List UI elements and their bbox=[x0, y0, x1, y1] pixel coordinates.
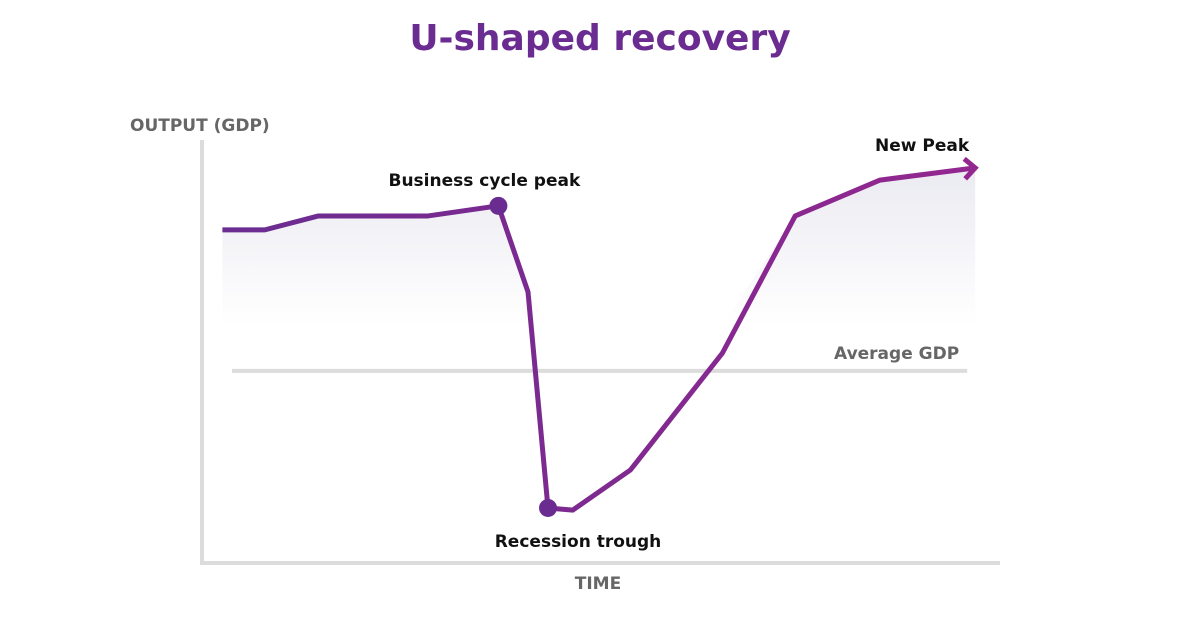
arrow-head-icon bbox=[962, 156, 979, 181]
annotation-label: New Peak bbox=[875, 136, 970, 156]
y-axis-label: OUTPUT (GDP) bbox=[130, 116, 270, 136]
chart-title: U-shaped recovery bbox=[409, 18, 791, 59]
data-point-marker bbox=[539, 498, 557, 517]
average-gdp-label: Average GDP bbox=[834, 344, 959, 364]
data-point-marker bbox=[489, 196, 508, 215]
area-fill bbox=[222, 167, 976, 325]
annotation-label: Business cycle peak bbox=[389, 171, 581, 191]
annotation-label: Recession trough bbox=[495, 532, 662, 552]
x-axis-label: TIME bbox=[575, 574, 621, 594]
